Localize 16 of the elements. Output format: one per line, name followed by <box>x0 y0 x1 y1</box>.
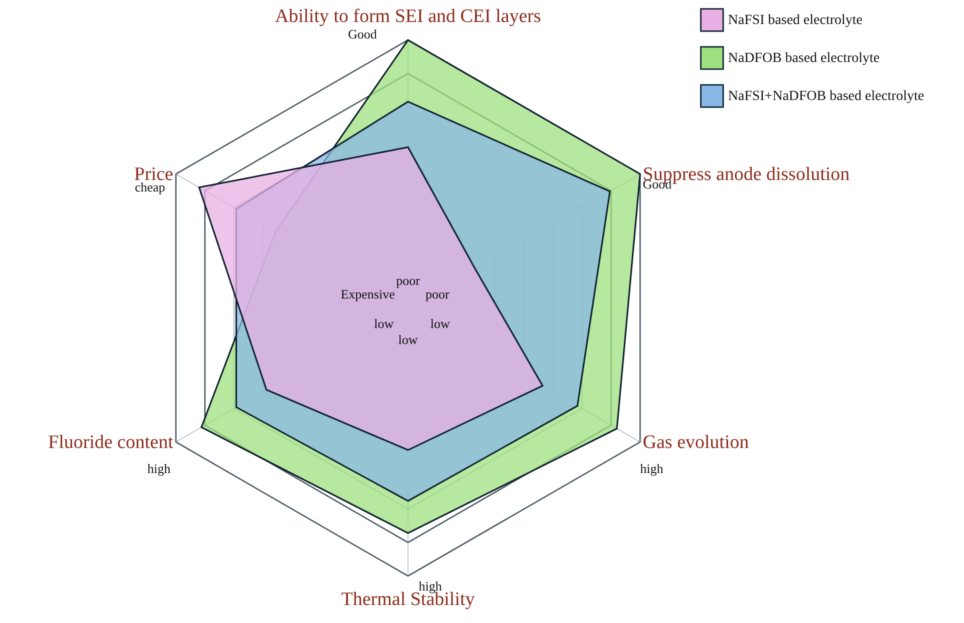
spoke-label: Ability to form SEI and CEI layers <box>275 6 541 27</box>
spoke-label: Fluoride content <box>48 432 174 453</box>
text: low <box>374 316 394 332</box>
text: low <box>398 332 418 348</box>
text: high <box>640 460 664 476</box>
text: low <box>430 316 451 332</box>
legend-label: NaFSI based electrolyte <box>728 13 863 28</box>
text: high <box>147 460 172 476</box>
text: Good <box>348 26 378 42</box>
text: poor <box>396 273 421 288</box>
text: poor <box>426 286 450 302</box>
text: Expensive <box>340 286 396 302</box>
legend-label: NaFSI+NaDFOB based electrolyte <box>728 89 924 104</box>
text: cheap <box>134 179 166 194</box>
legend-label: NaDFOB based electrolyte <box>728 51 880 66</box>
spoke-label: Gas evolution <box>642 432 750 453</box>
